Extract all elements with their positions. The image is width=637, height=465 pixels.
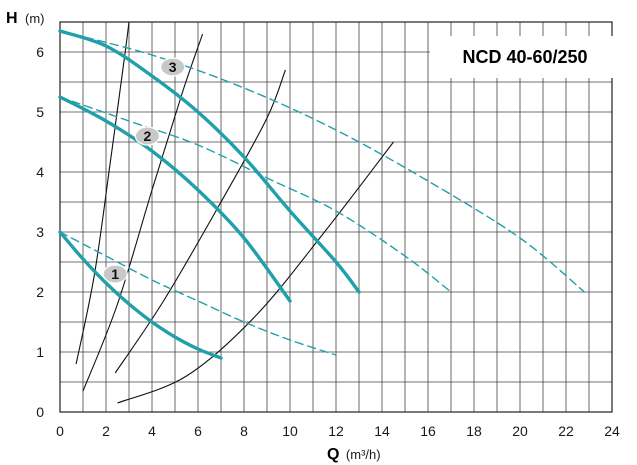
x-tick-label: 0 <box>56 423 64 439</box>
y-tick-label: 0 <box>36 404 44 420</box>
y-tick-label: 3 <box>36 224 44 240</box>
curve-badge <box>102 264 128 284</box>
x-tick-label: 24 <box>604 423 620 439</box>
x-tick-label: 6 <box>194 423 202 439</box>
x-tick-label: 18 <box>466 423 482 439</box>
y-tick-label: 6 <box>36 44 44 60</box>
y-axis-symbol: H <box>6 10 18 27</box>
x-tick-label: 16 <box>420 423 436 439</box>
system-curve <box>117 141 394 404</box>
curve-badge-label: 1 <box>111 266 119 282</box>
x-tick-labels: 0 2 4 6 8 10 12 14 16 18 20 22 24 <box>56 423 620 439</box>
max-speed-curve-1-max <box>59 231 337 356</box>
x-axis-symbol: Q <box>327 446 339 463</box>
system-curve <box>82 33 204 392</box>
x-tick-label: 22 <box>558 423 574 439</box>
x-tick-label: 20 <box>512 423 528 439</box>
system-curve <box>75 21 130 365</box>
curve-badges: 1 2 3 <box>102 57 186 284</box>
x-tick-label: 2 <box>102 423 110 439</box>
y-tick-labels: 0 1 2 3 4 5 6 <box>36 44 44 420</box>
x-tick-label: 8 <box>240 423 248 439</box>
pump-curve-1 <box>58 230 223 360</box>
pump-curve-2 <box>58 95 292 303</box>
max-speed-curve-2-max <box>59 96 452 293</box>
y-axis-unit: (m) <box>25 11 45 26</box>
pump-curve-3 <box>58 29 361 294</box>
y-tick-label: 2 <box>36 284 44 300</box>
curve-badge <box>134 126 160 146</box>
x-tick-label: 4 <box>148 423 156 439</box>
system-curves <box>75 21 394 404</box>
x-tick-label: 10 <box>282 423 298 439</box>
x-axis-title: Q (m³/h) <box>327 446 381 463</box>
curve-badge-label: 3 <box>169 59 177 75</box>
system-curve <box>114 69 286 374</box>
plot-frame <box>59 21 613 413</box>
title-box <box>430 36 620 78</box>
curve-badge-label: 2 <box>144 128 152 144</box>
chart-title: NCD 40-60/250 <box>462 47 587 67</box>
max-speed-curve-3-max <box>59 30 586 293</box>
y-tick-label: 1 <box>36 344 44 360</box>
y-tick-label: 5 <box>36 104 44 120</box>
curve-badge <box>160 57 186 77</box>
y-tick-label: 4 <box>36 164 44 180</box>
pump-curves <box>58 29 586 360</box>
x-tick-label: 14 <box>374 423 390 439</box>
y-axis-title: H (m) <box>6 10 45 27</box>
x-axis-unit: (m³/h) <box>346 447 381 462</box>
x-tick-label: 12 <box>328 423 344 439</box>
